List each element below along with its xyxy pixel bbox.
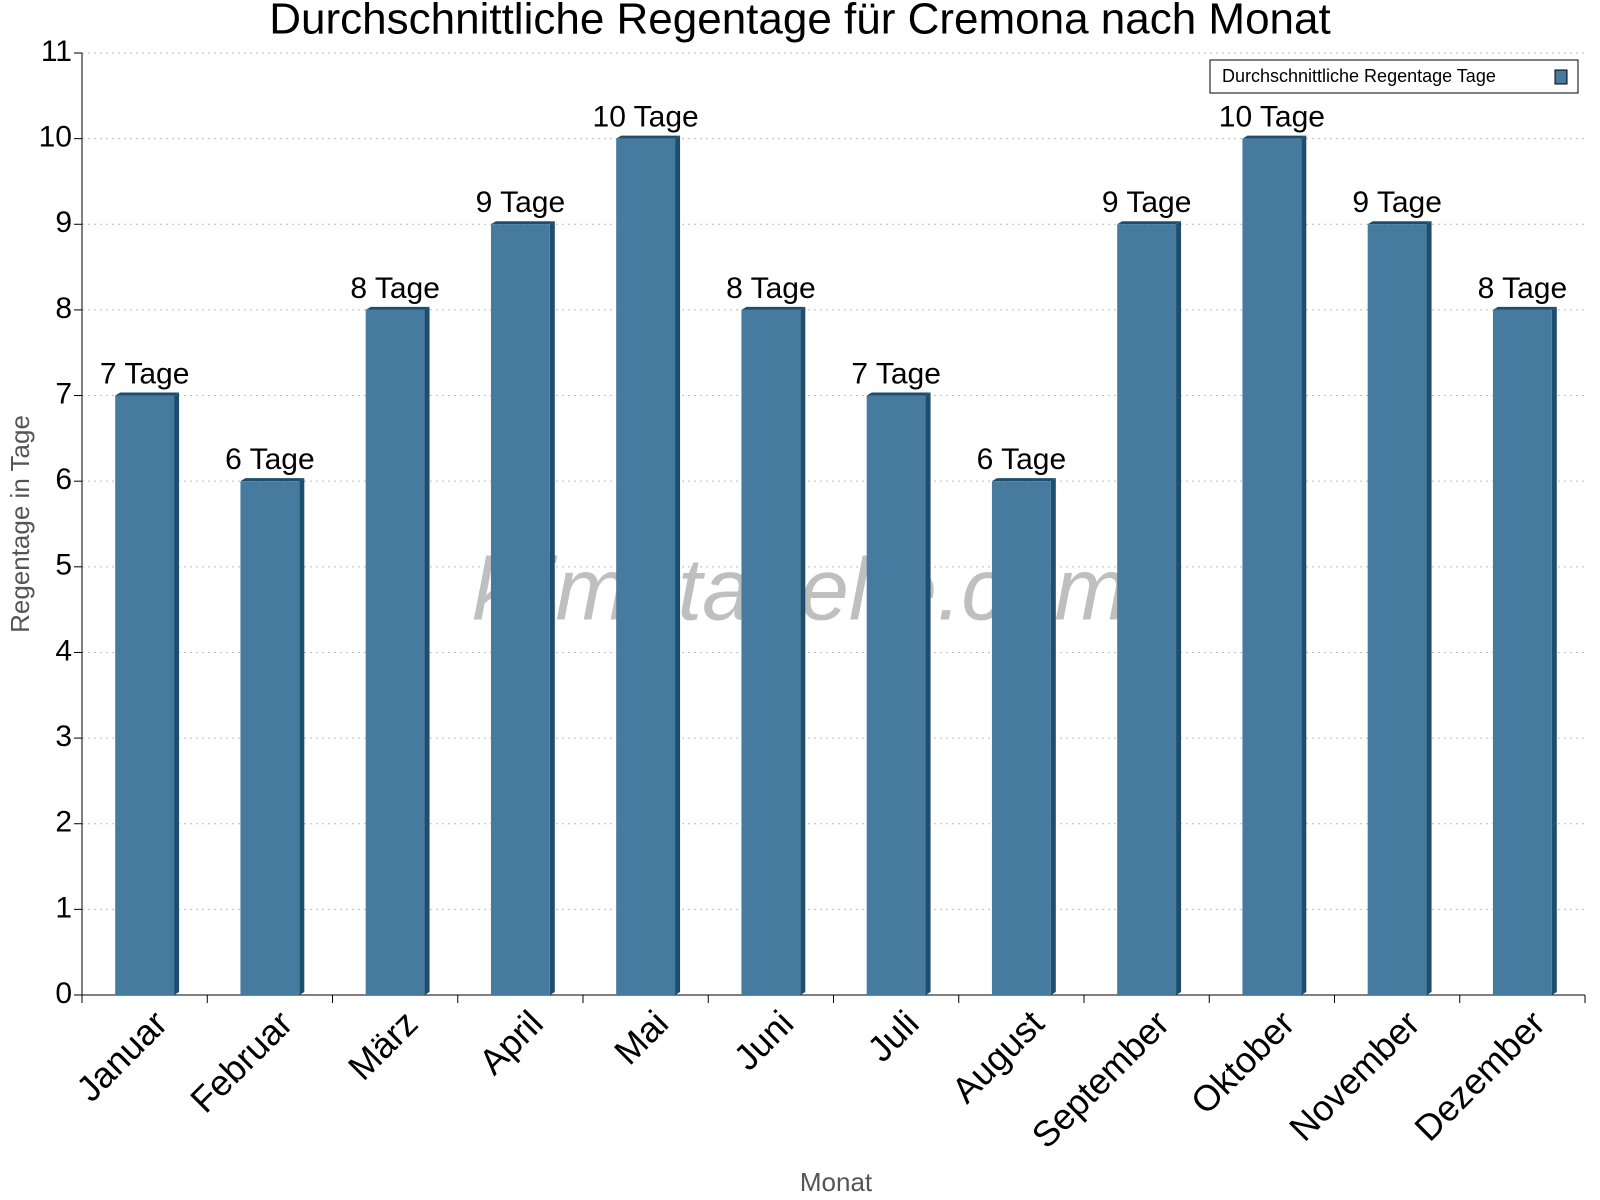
data-label: 8 Tage <box>1478 272 1568 305</box>
y-tick-label: 0 <box>55 977 72 1010</box>
x-tick-label: Februar <box>182 1002 300 1120</box>
x-tick-label: Januar <box>68 1002 175 1109</box>
data-label: 9 Tage <box>476 186 566 219</box>
data-label: 8 Tage <box>726 272 816 305</box>
bar-side <box>1176 221 1182 996</box>
bar-top <box>991 478 1056 482</box>
data-label: 8 Tage <box>350 272 440 305</box>
bar-side <box>925 392 931 996</box>
bar-side <box>1551 306 1557 996</box>
bar <box>1242 138 1302 996</box>
y-tick-label: 10 <box>39 121 72 154</box>
bar <box>1492 309 1552 996</box>
y-tick-label: 4 <box>55 634 72 667</box>
bar-side <box>1050 478 1056 995</box>
x-axis-label: Monat <box>800 1167 873 1197</box>
x-tick-label: Dezember <box>1406 1002 1552 1148</box>
bar <box>490 224 550 996</box>
legend-swatch <box>1554 69 1568 85</box>
legend-box <box>1209 59 1579 94</box>
bar <box>1367 224 1427 996</box>
bar-side <box>549 221 555 996</box>
data-label: 7 Tage <box>851 357 941 390</box>
bar-top <box>616 135 681 139</box>
x-tick-label: September <box>1023 1002 1177 1156</box>
bar-top <box>490 221 555 225</box>
x-tick-label: Oktober <box>1183 1002 1303 1122</box>
bar-top <box>115 392 180 396</box>
y-tick-label: 3 <box>55 720 72 753</box>
bar-side <box>1301 135 1307 996</box>
bar-top <box>240 478 305 482</box>
y-tick-label: 2 <box>55 806 72 839</box>
data-label: 6 Tage <box>225 443 315 476</box>
y-tick-label: 11 <box>41 35 72 68</box>
x-tick-label: April <box>471 1002 551 1082</box>
y-tick-label: 8 <box>55 292 72 325</box>
data-label: 7 Tage <box>100 357 190 390</box>
bar-side <box>299 478 305 995</box>
y-tick-label: 7 <box>55 377 72 410</box>
bar-side <box>800 306 806 996</box>
bar-top <box>1242 135 1307 139</box>
bar <box>616 138 676 996</box>
data-label: 10 Tage <box>1219 101 1325 134</box>
bar-top <box>741 306 806 310</box>
y-tick-label: 9 <box>55 206 72 239</box>
bar-side <box>1426 221 1432 996</box>
y-tick-label: 6 <box>55 463 72 496</box>
x-tick-label: November <box>1281 1002 1427 1148</box>
bar-top <box>1492 306 1557 310</box>
bar-side <box>675 135 681 996</box>
bar-side <box>424 306 430 996</box>
y-axis-label: Regentage in Tage <box>5 415 35 633</box>
y-tick-label: 5 <box>55 549 72 582</box>
bar <box>741 309 801 996</box>
bar-top <box>1367 221 1432 225</box>
data-label: 6 Tage <box>977 443 1067 476</box>
x-tick-label: August <box>944 1002 1052 1110</box>
bar <box>365 309 425 996</box>
bar <box>115 395 175 996</box>
x-tick-label: Juni <box>726 1002 802 1078</box>
y-tick-label: 1 <box>55 891 72 924</box>
x-tick-label: Mai <box>606 1002 676 1072</box>
data-label: 10 Tage <box>593 101 699 134</box>
bar-side <box>174 392 180 996</box>
x-tick-label: März <box>340 1002 426 1088</box>
bar <box>866 395 926 996</box>
data-label: 9 Tage <box>1352 186 1442 219</box>
legend-label: Durchschnittliche Regentage Tage <box>1222 66 1496 86</box>
chart-title: Durchschnittliche Regentage für Cremona … <box>269 0 1330 44</box>
x-tick-label: Juli <box>859 1002 926 1069</box>
bar-top <box>1117 221 1182 225</box>
bar <box>991 481 1051 995</box>
bar <box>240 481 300 995</box>
bar-top <box>866 392 931 396</box>
data-label: 9 Tage <box>1102 186 1192 219</box>
bar <box>1117 224 1177 996</box>
bar-top <box>365 306 430 310</box>
legend: Durchschnittliche Regentage Tage <box>1209 59 1579 94</box>
